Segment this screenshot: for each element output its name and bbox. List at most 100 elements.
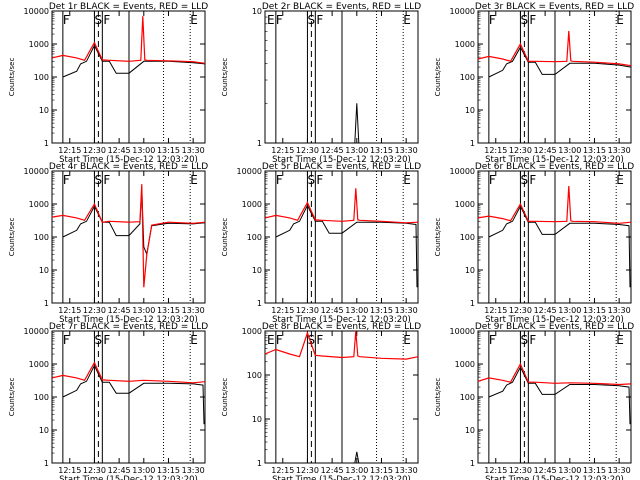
x-tick-label: 13:00 — [132, 466, 155, 475]
series-lld — [477, 185, 632, 224]
x-tick-label: 13:00 — [132, 306, 155, 315]
y-tick-label: 1 — [257, 459, 262, 468]
x-tick-label: 13:15 — [583, 146, 606, 155]
x-tick-label: 13:30 — [395, 466, 418, 475]
event-marker: S — [307, 333, 315, 347]
event-marker: E — [403, 173, 411, 187]
panel-title: Det 9r BLACK = Events, RED = LLD — [475, 322, 634, 332]
x-tick-label: 13:00 — [558, 466, 581, 475]
y-tick-label: 10000 — [24, 7, 49, 16]
y-tick-label: 1000 — [455, 200, 475, 209]
x-axis-label: Start Time (15-Dec-12 12:03:20) — [485, 155, 624, 165]
y-tick-label: 1 — [470, 139, 475, 148]
y-tick-label: 10 — [252, 7, 262, 16]
x-tick-label: 13:30 — [608, 466, 631, 475]
event-marker: E — [190, 13, 198, 27]
x-axis-label: Start Time (15-Dec-12 12:03:20) — [59, 155, 198, 165]
y-tick-label: 100 — [247, 371, 262, 380]
series-lld — [477, 30, 632, 67]
event-marker: F — [63, 333, 70, 347]
y-tick-label: 10 — [39, 106, 49, 115]
y-tick-label: 10 — [465, 426, 475, 435]
event-marker: F — [489, 173, 496, 187]
y-axis-label: Counts/sec — [434, 378, 442, 417]
x-tick-label: 12:15 — [271, 306, 294, 315]
x-tick-label: 13:00 — [345, 306, 368, 315]
y-tick-label: 1000 — [455, 360, 475, 369]
panel-title: Det 1r BLACK = Events, RED = LLD — [49, 2, 208, 12]
y-tick-label: 100 — [460, 393, 475, 402]
y-tick-label: 100 — [460, 73, 475, 82]
panel-title: Det 3r BLACK = Events, RED = LLD — [475, 2, 634, 12]
y-tick-label: 1000 — [242, 327, 262, 336]
y-tick-label: 10 — [465, 106, 475, 115]
series-lld — [51, 184, 206, 288]
y-tick-label: 1000 — [242, 200, 262, 209]
event-marker: S — [520, 333, 528, 347]
y-tick-label: 10 — [252, 266, 262, 275]
event-marker: F — [63, 13, 70, 27]
x-axis-label: Start Time (15-Dec-12 12:03:20) — [272, 155, 411, 165]
x-tick-label: 13:30 — [182, 146, 205, 155]
x-axis-label: Start Time (15-Dec-12 12:03:20) — [272, 315, 411, 325]
x-tick-label: 13:15 — [370, 466, 393, 475]
x-axis-label: Start Time (15-Dec-12 12:03:20) — [59, 475, 198, 480]
y-tick-label: 10000 — [24, 167, 49, 176]
y-tick-label: 10000 — [450, 327, 475, 336]
y-tick-label: 10000 — [24, 327, 49, 336]
panel-title: Det 6r BLACK = Events, RED = LLD — [475, 162, 634, 172]
event-marker: S — [520, 13, 528, 27]
event-marker: E — [403, 13, 411, 27]
x-tick-label: 13:15 — [583, 466, 606, 475]
x-tick-label: 13:15 — [370, 146, 393, 155]
y-tick-label: 100 — [34, 233, 49, 242]
x-tick-label: 12:15 — [58, 306, 81, 315]
x-tick-label: 12:30 — [83, 146, 106, 155]
event-marker: S — [94, 13, 102, 27]
panel-5: Det 5r BLACK = Events, RED = LLD 1 10 100 10… — [221, 162, 421, 325]
series-events — [354, 451, 360, 464]
y-tick-label: 10 — [252, 415, 262, 424]
x-tick-label: 13:30 — [395, 306, 418, 315]
event-marker: E — [190, 333, 198, 347]
x-tick-label: 12:30 — [296, 306, 319, 315]
x-tick-label: 12:45 — [321, 146, 344, 155]
y-tick-label: 1 — [44, 459, 49, 468]
series-lld — [51, 16, 206, 64]
x-tick-label: 12:15 — [484, 466, 507, 475]
event-marker: E — [190, 173, 198, 187]
x-axis-label: Start Time (15-Dec-12 12:03:20) — [485, 315, 624, 325]
y-tick-label: 1 — [257, 299, 262, 308]
y-axis-label: Counts/sec — [221, 58, 229, 97]
event-marker: S — [307, 173, 315, 187]
event-marker: F — [276, 173, 283, 187]
x-tick-label: 13:15 — [370, 306, 393, 315]
x-tick-label: 13:30 — [608, 306, 631, 315]
event-marker: S — [520, 173, 528, 187]
x-tick-label: 12:45 — [321, 306, 344, 315]
series-events — [488, 205, 631, 288]
x-tick-label: 12:30 — [509, 306, 532, 315]
event-marker: S — [94, 173, 102, 187]
x-tick-label: 12:45 — [534, 466, 557, 475]
x-tick-label: 12:45 — [108, 306, 131, 315]
y-axis-label: Counts/sec — [8, 378, 16, 417]
panel-title: Det 2r BLACK = Events, RED = LLD — [262, 2, 421, 12]
y-tick-label: 10000 — [450, 167, 475, 176]
event-marker: S — [307, 13, 315, 27]
y-tick-label: 1 — [470, 299, 475, 308]
y-tick-label: 10000 — [450, 7, 475, 16]
panel-8: Det 8r BLACK = Events, RED = LLD 1 10 100 10… — [221, 322, 421, 480]
event-marker: F — [316, 333, 323, 347]
x-tick-label: 13:00 — [558, 146, 581, 155]
y-tick-label: 100 — [460, 233, 475, 242]
x-axis-label: Start Time (15-Dec-12 12:03:20) — [272, 475, 411, 480]
y-axis-label: Counts/sec — [434, 218, 442, 257]
x-tick-label: 13:15 — [157, 146, 180, 155]
x-tick-label: 13:00 — [132, 146, 155, 155]
x-tick-label: 12:30 — [83, 306, 106, 315]
series-events — [488, 46, 632, 78]
y-axis-label: Counts/sec — [8, 218, 16, 257]
panel-7: Det 7r BLACK = Events, RED = LLD 1 10 100 10… — [8, 322, 208, 480]
